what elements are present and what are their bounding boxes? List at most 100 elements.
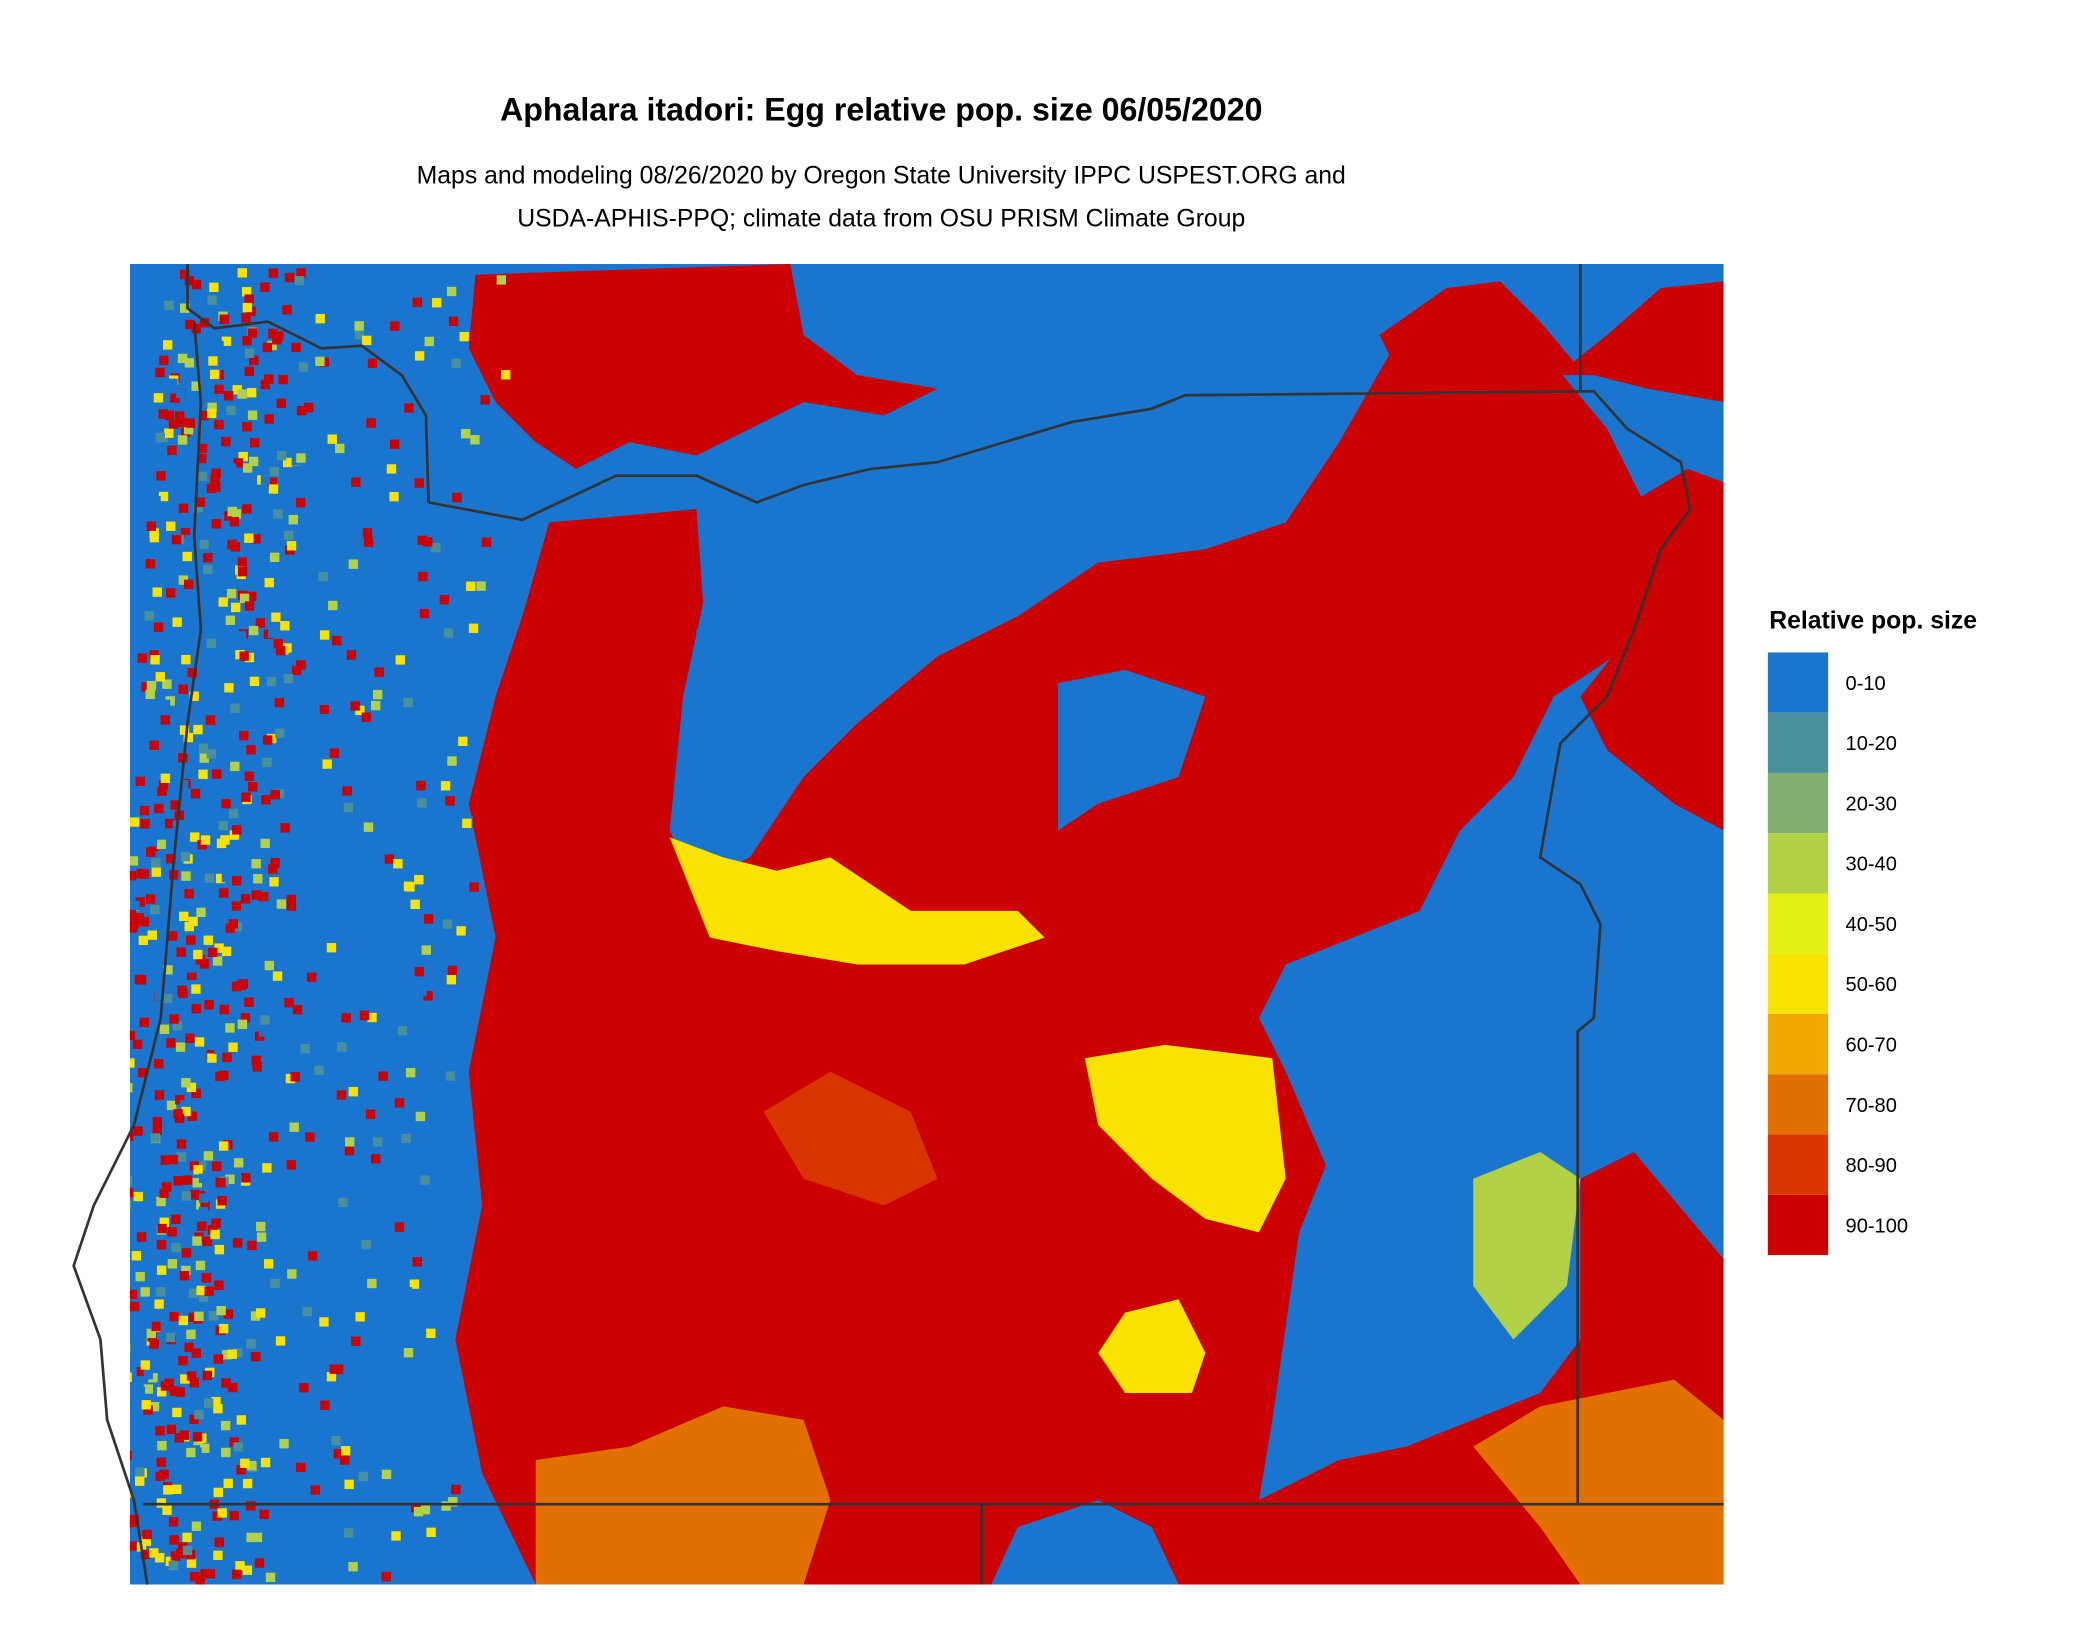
raster-pixel [285,1073,296,1084]
raster-pixel [187,668,198,678]
raster-pixel [208,356,218,366]
raster-pixel [175,1548,186,1559]
raster-pixel [162,679,172,689]
raster-pixel [294,276,305,286]
raster-pixel [282,305,292,315]
legend-swatch [1767,1194,1829,1256]
region-yellow-central [1084,1044,1286,1233]
raster-pixel [221,336,232,346]
raster-pixel [212,956,223,966]
raster-pixel [273,509,283,519]
raster-pixel [156,1265,167,1275]
raster-pixel [261,795,271,805]
raster-pixel [251,1055,261,1066]
raster-pixel [295,842,306,853]
raster-pixel [129,1082,133,1093]
region-high-north [468,264,938,469]
raster-pixel [251,859,261,869]
raster-pixel [129,1200,132,1210]
raster-pixel [147,930,157,940]
raster-pixel [193,503,203,513]
raster-pixel [211,468,221,478]
raster-pixel [447,756,457,766]
raster-pixel [242,1565,253,1575]
raster-pixel [187,1111,197,1121]
raster-pixel [242,302,253,313]
raster-pixel [191,1521,202,1531]
raster-pixel [140,819,150,829]
raster-pixel [145,689,155,700]
raster-pixel [237,389,247,399]
raster-pixel [108,1311,117,1320]
raster-pixel [112,1291,121,1300]
raster-pixel [315,356,325,367]
raster-pixel [231,1569,242,1580]
raster-pixel [155,672,165,682]
raster-pixel [170,393,180,403]
raster-pixel [191,279,202,290]
raster-pixel [129,1541,137,1551]
raster-pixel [139,917,150,927]
raster-pixel [265,1572,276,1583]
raster-pixel [286,894,296,905]
raster-pixel [152,1125,162,1135]
raster-pixel [304,402,314,413]
raster-pixel [129,1176,133,1186]
raster-pixel [167,1259,178,1269]
raster-pixel [198,743,209,753]
raster-pixel [188,1312,199,1323]
raster-pixel [414,967,425,977]
raster-pixel [118,1355,127,1364]
raster-pixel [242,811,253,821]
raster-pixel [239,651,249,661]
raster-pixel [268,268,279,278]
raster-pixel [129,1343,131,1353]
raster-pixel [199,959,210,969]
raster-pixel [168,419,179,429]
coastline [72,321,203,1585]
raster-pixel [181,1078,191,1088]
raster-pixel [448,316,459,327]
raster-pixel [191,1348,202,1358]
raster-pixel [145,894,156,904]
raster-pixel [246,591,257,602]
raster-pixel [211,1396,221,1407]
raster-pixel [186,970,197,980]
raster-pixel [184,276,195,286]
raster-pixel [179,303,190,313]
raster-pixel [447,965,458,976]
raster-pixel [204,1000,214,1010]
raster-pixel [410,1554,420,1564]
raster-pixel [194,1409,204,1420]
raster-pixel [396,1427,407,1437]
raster-pixel [263,735,273,745]
raster-pixel [390,321,400,331]
raster-pixel [140,1287,150,1297]
raster-pixel [417,986,427,997]
raster-pixel [225,1023,235,1033]
raster-pixel [199,539,209,550]
raster-pixel [233,458,243,468]
raster-pixel [228,1042,238,1052]
raster-pixel [118,1324,127,1333]
raster-pixel [188,1288,198,1298]
raster-pixel [217,1196,227,1206]
raster-pixel [192,294,202,305]
raster-pixel [404,403,414,413]
raster-pixel [394,1222,405,1232]
raster-pixel [205,715,216,725]
raster-pixel [221,1378,231,1388]
raster-pixel [159,355,169,365]
raster-pixel [272,971,283,981]
raster-pixel [194,1037,205,1047]
raster-pixel [333,1449,344,1459]
raster-pixel [186,1558,197,1568]
raster-pixel [230,761,240,772]
raster-pixel [246,1532,256,1543]
raster-pixel [129,817,140,827]
raster-pixel [164,410,175,420]
raster-pixel [129,1514,140,1525]
raster-pixel [214,419,224,430]
raster-pixel [233,1348,243,1358]
raster-pixel [259,1027,269,1037]
